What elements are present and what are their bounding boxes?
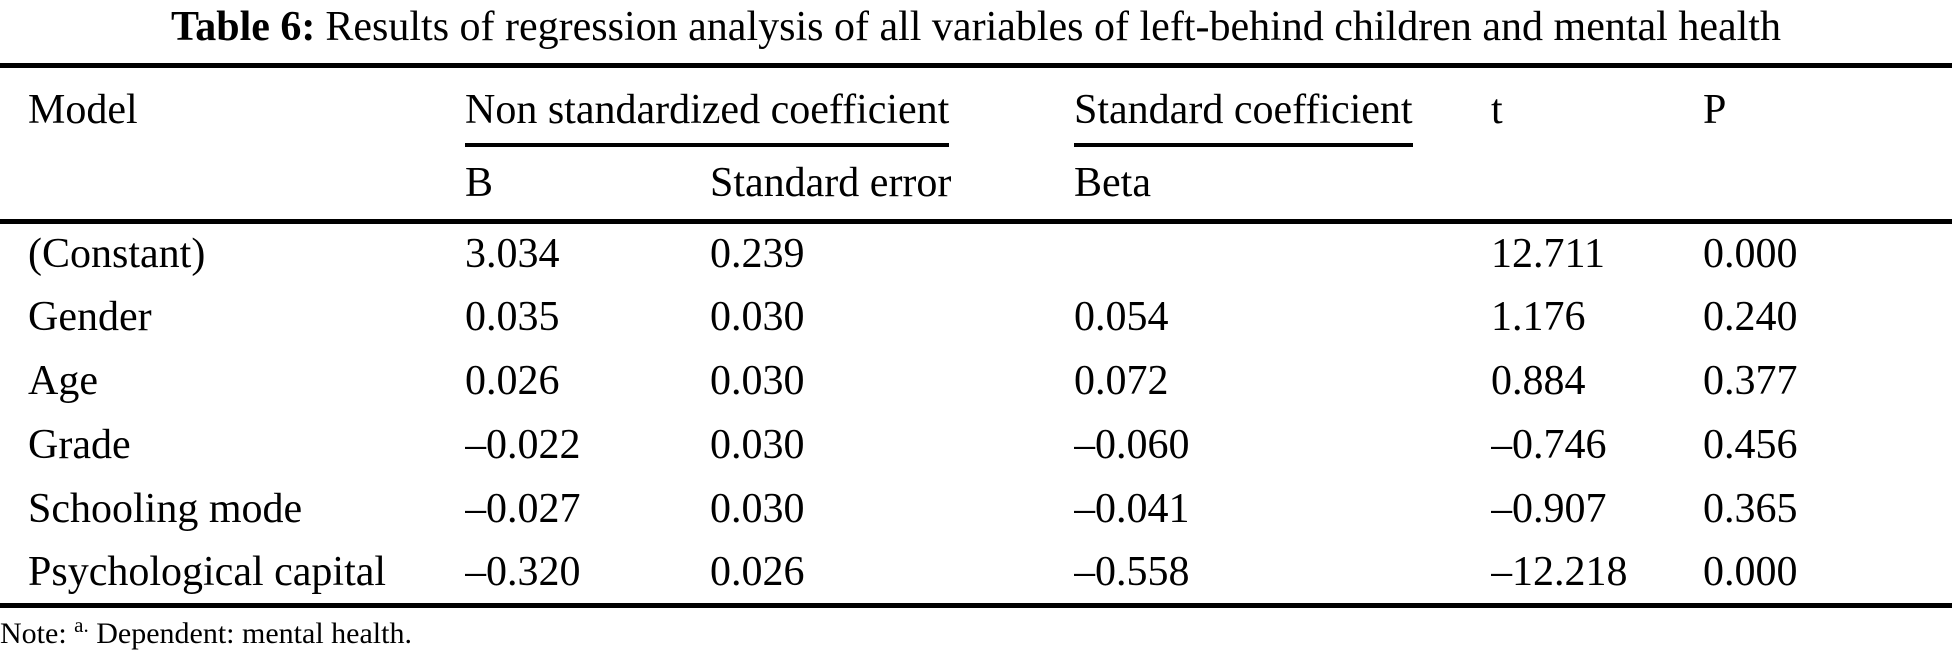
- cell-se: 0.026: [710, 548, 805, 595]
- table-row: Schooling mode –0.027 0.030 –0.041 –0.90…: [0, 477, 1952, 541]
- cell-model: Psychological capital: [28, 548, 387, 595]
- cell-b: 0.035: [465, 294, 560, 340]
- cell-b: –0.320: [465, 548, 581, 595]
- cell-beta: –0.558: [1074, 548, 1190, 595]
- header-beta: Beta: [1074, 160, 1151, 206]
- cell-t: –12.218: [1491, 548, 1628, 595]
- cell-model: (Constant): [28, 231, 206, 278]
- cell-beta: 0.054: [1074, 294, 1169, 340]
- cell-t: 0.884: [1491, 358, 1586, 404]
- cell-p: 0.000: [1703, 231, 1798, 278]
- table-caption-label: Table 6:: [171, 4, 316, 50]
- cell-model: Gender: [28, 294, 152, 340]
- cell-t: 12.711: [1491, 231, 1605, 278]
- cell-p: 0.240: [1703, 294, 1798, 340]
- cell-p: 0.365: [1703, 486, 1798, 532]
- table-row: Grade –0.022 0.030 –0.060 –0.746 0.456: [0, 413, 1952, 477]
- header-b: B: [465, 160, 494, 206]
- cell-beta: [1074, 221, 1491, 285]
- footnote-prefix: Note:: [0, 616, 67, 650]
- header-group-standard-label: Standard coefficient: [1074, 86, 1413, 147]
- cell-t: –0.907: [1491, 486, 1607, 532]
- cell-b: 3.034: [465, 231, 560, 278]
- footnote-superscript: a.: [74, 612, 89, 637]
- cell-se: 0.030: [710, 486, 805, 532]
- cell-se: 0.030: [710, 294, 805, 340]
- cell-model: Age: [28, 358, 98, 404]
- cell-se: 0.030: [710, 422, 805, 468]
- cell-p: 0.456: [1703, 422, 1798, 468]
- cell-t: 1.176: [1491, 294, 1586, 340]
- cell-b: –0.022: [465, 422, 581, 468]
- cell-model: Schooling mode: [28, 486, 303, 532]
- header-row-groups: Model Non standardized coefficient Stand…: [0, 66, 1952, 147]
- cell-p: 0.000: [1703, 548, 1798, 595]
- header-group-nonstandardized-label: Non standardized coefficient: [465, 86, 950, 147]
- cell-beta: –0.060: [1074, 422, 1190, 468]
- header-model: Model: [28, 87, 138, 133]
- table-row: (Constant) 3.034 0.239 12.711 0.000: [0, 221, 1952, 285]
- cell-b: –0.027: [465, 486, 581, 532]
- cell-beta: 0.072: [1074, 358, 1169, 404]
- cell-beta: –0.041: [1074, 486, 1190, 532]
- cell-model: Grade: [28, 422, 131, 468]
- table-row: Psychological capital –0.320 0.026 –0.55…: [0, 541, 1952, 605]
- table-header: Model Non standardized coefficient Stand…: [0, 66, 1952, 221]
- cell-p: 0.377: [1703, 358, 1798, 404]
- header-standard-error: Standard error: [710, 160, 952, 206]
- header-group-standard: Standard coefficient: [1074, 66, 1491, 147]
- cell-se: 0.030: [710, 358, 805, 404]
- header-group-nonstandardized: Non standardized coefficient: [465, 66, 1074, 147]
- cell-b: 0.026: [465, 358, 560, 404]
- table-body: (Constant) 3.034 0.239 12.711 0.000 Gend…: [0, 221, 1952, 605]
- cell-se: 0.239: [710, 231, 805, 278]
- header-p: P: [1703, 87, 1727, 133]
- cell-t: –0.746: [1491, 422, 1607, 468]
- table-row: Gender 0.035 0.030 0.054 1.176 0.240: [0, 285, 1952, 349]
- table-footnote: Note: a. Dependent: mental health.: [0, 608, 1952, 653]
- header-row-subcolumns: B Standard error Beta: [0, 147, 1952, 221]
- table-row: Age 0.026 0.030 0.072 0.884 0.377: [0, 349, 1952, 413]
- table-caption: Table 6: Results of regression analysis o…: [0, 0, 1952, 63]
- header-t: t: [1491, 87, 1503, 133]
- footnote-text: Dependent: mental health.: [96, 616, 412, 650]
- table-caption-text: Results of regression analysis of all va…: [325, 4, 1781, 50]
- regression-table: Model Non standardized coefficient Stand…: [0, 63, 1952, 608]
